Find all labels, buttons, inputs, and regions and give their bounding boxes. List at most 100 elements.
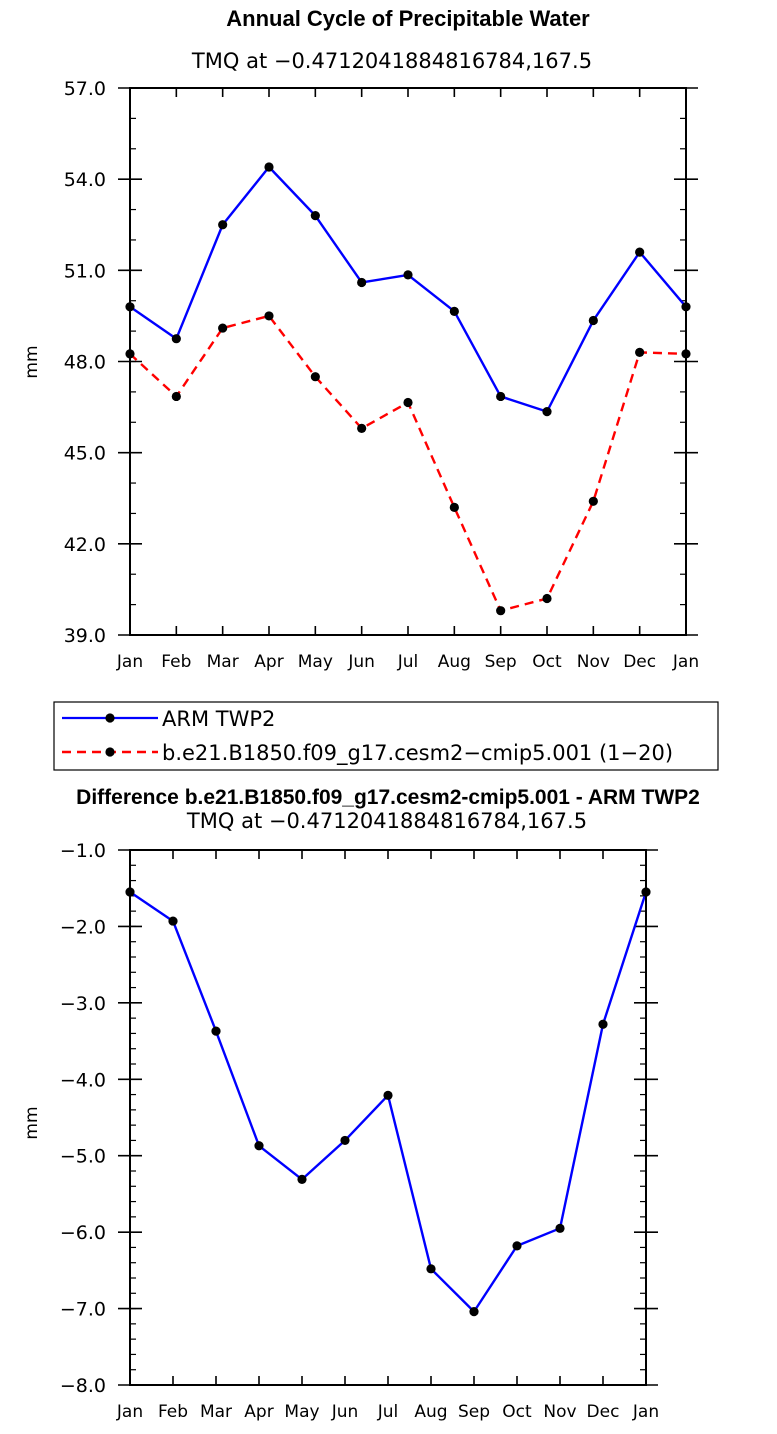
data-point [171,391,181,402]
y-axis-label: mm [22,1106,42,1139]
x-tick-labels: Jan Feb Mar Apr May Jun Jul Aug Sep Oct Nov Dec Jan [116,652,699,672]
x-tick-label: Jul [397,652,419,672]
x-tick-label: Oct [532,652,562,672]
data-point [340,1135,350,1146]
y-tick-label: 45.0 [64,443,106,465]
series-line [129,314,687,612]
data-point [310,372,320,382]
y-tick-label: −6.0 [60,1222,106,1244]
legend-marker-model [105,747,115,757]
chart-subtitle: TMQ at −0.4712041884816784,167.5 [186,809,587,833]
data-point [496,606,506,616]
data-point [449,502,459,512]
y-tick-label: 48.0 [64,352,106,374]
tick-marks [118,87,698,636]
x-tick-label: Nov [577,652,610,672]
y-tick-labels: −8.0 −7.0 −6.0 −5.0 −4.0 −3.0 −2.0 −1.0 [60,840,106,1397]
data-point [403,397,413,408]
x-tick-label: Mar [200,1402,232,1422]
legend-marker-arm [105,713,115,723]
data-point [542,593,552,604]
x-tick-label: Aug [438,652,471,672]
data-point [635,247,645,257]
tick-marks [118,849,658,1386]
x-tick-label: Dec [587,1402,620,1422]
x-tick-label: May [284,1402,319,1422]
data-point [383,1090,393,1100]
y-tick-label: −1.0 [60,840,106,862]
y-tick-label: −3.0 [60,993,106,1015]
chart-title: Annual Cycle of Precipitable Water [226,6,590,31]
legend-entry-arm: ARM TWP2 [62,707,275,731]
x-tick-label: Jun [331,1402,359,1422]
y-tick-label: 39.0 [64,625,106,647]
chart-subtitle: TMQ at −0.4712041884816784,167.5 [191,49,592,73]
y-tick-label: −5.0 [60,1146,106,1168]
data-point [357,423,367,433]
x-tick-label: Nov [543,1402,576,1422]
x-tick-label: Jun [347,652,375,672]
data-point [211,1026,221,1036]
x-tick-label: Mar [207,652,239,672]
y-tick-label: −2.0 [60,916,106,938]
y-tick-label: −4.0 [60,1069,106,1091]
series-lines [129,165,687,612]
data-point [168,916,178,926]
x-tick-label: Jul [377,1402,399,1422]
data-point [512,1241,522,1251]
plot-frame [129,849,647,1386]
legend-entry-model: b.e21.B1850.f09_g17.cesm2−cmip5.001 (1−2… [62,741,673,766]
data-point [171,334,181,344]
data-point [449,306,459,316]
x-tick-label: Dec [623,652,656,672]
y-tick-label: 57.0 [64,78,106,100]
x-tick-label: Jan [672,652,699,672]
chart-annual-cycle: Annual Cycle of Precipitable Water TMQ a… [22,6,699,672]
data-point [403,270,413,280]
data-point [218,220,228,230]
data-point [555,1223,565,1233]
series-line [129,165,687,413]
data-point [598,1019,608,1029]
x-tick-label: Feb [161,652,191,672]
data-point [254,1141,264,1151]
data-point [218,323,228,333]
data-point [542,407,552,417]
data-point [635,347,645,357]
x-tick-label: Jan [632,1402,659,1422]
data-points [125,162,691,616]
series-line [129,891,648,1313]
x-tick-label: Jan [116,652,143,672]
y-tick-label: −7.0 [60,1299,106,1321]
data-point [357,277,367,288]
data-point [496,391,506,402]
y-axis-label: mm [22,345,42,378]
x-tick-label: Apr [254,652,283,672]
x-tick-labels: Jan Feb Mar Apr May Jun Jul Aug Sep Oct Nov Dec Jan [116,1402,659,1422]
y-tick-label: −8.0 [60,1375,106,1397]
data-point [588,315,598,326]
legend-label-model: b.e21.B1850.f09_g17.cesm2−cmip5.001 (1−2… [162,741,673,766]
x-tick-label: Sep [458,1402,490,1422]
x-tick-label: Apr [244,1402,273,1422]
data-points [125,887,651,1317]
data-point [264,311,274,321]
legend: ARM TWP2 b.e21.B1850.f09_g17.cesm2−cmip5… [53,701,719,771]
y-tick-labels: 39.0 42.0 45.0 48.0 51.0 54.0 57.0 [64,78,106,647]
chart-difference: Difference b.e21.B1850.f09_g17.cesm2-cmi… [22,786,700,1422]
y-tick-label: 42.0 [64,534,106,556]
data-point [264,162,274,172]
x-tick-label: Feb [158,1402,188,1422]
y-tick-label: 51.0 [64,260,106,282]
legend-box [53,701,719,771]
series-lines [129,891,648,1313]
x-tick-label: Jan [116,1402,143,1422]
data-point [297,1174,307,1185]
y-tick-label: 54.0 [64,169,106,191]
plot-frame [129,87,687,636]
data-point [426,1264,436,1274]
x-tick-label: Sep [485,652,517,672]
data-point [469,1307,479,1317]
data-point [588,496,598,506]
